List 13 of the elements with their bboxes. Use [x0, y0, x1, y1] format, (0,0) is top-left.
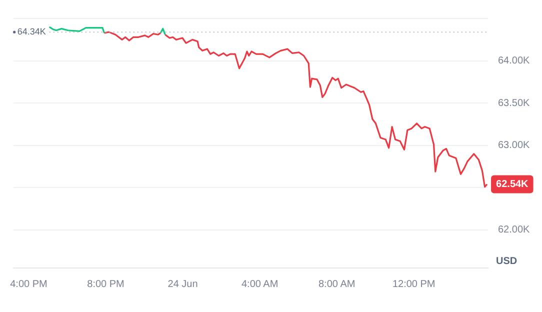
y-tick-label: 62.00K	[498, 224, 530, 236]
x-tick-label: 24 Jun	[168, 278, 198, 290]
ref-line-label: 64.34K	[17, 26, 46, 37]
y-tick-label: 64.00K	[498, 56, 530, 67]
x-tick-label: 4:00 AM	[241, 278, 278, 290]
x-tick-label: 12:00 PM	[392, 278, 436, 290]
annotation: 62.54K	[496, 179, 530, 190]
x-tick-label: 8:00 AM	[318, 278, 356, 290]
y-tick-label: 63.50K	[498, 98, 530, 109]
y-axis-title: USD	[496, 256, 518, 267]
y-tick-label: 63.00K	[498, 140, 530, 152]
x-tick-label: 4:00 PM	[10, 278, 48, 290]
x-tick-label: 8:00 PM	[87, 278, 124, 290]
